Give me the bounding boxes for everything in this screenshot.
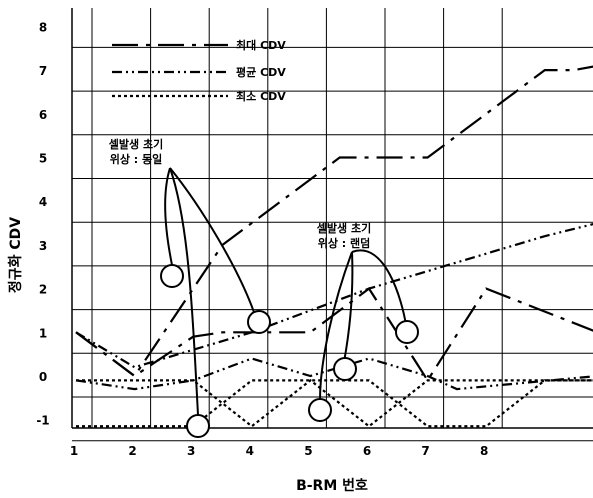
y-tick-label: 6 — [39, 108, 47, 122]
y-tick-label: 2 — [39, 283, 47, 297]
tick-labels: 1 2 3 4 5 6 7 8 -1 0 1 2 3 4 5 6 7 8 — [36, 20, 488, 458]
x-tick-label: 4 — [246, 444, 254, 458]
series-line-1 — [75, 65, 593, 378]
annotation-circle — [160, 264, 184, 288]
x-tick-label: 8 — [480, 444, 488, 458]
legend-label: 평균 CDV — [236, 65, 286, 79]
y-axis-title: 정규화 CDV — [7, 217, 24, 293]
annotation-curve — [343, 251, 354, 363]
grid — [72, 8, 593, 442]
annotation-curve — [319, 251, 353, 401]
annotation-2-line-1: 셀발생 초기 — [317, 221, 371, 235]
x-tick-label: 6 — [363, 444, 371, 458]
annotation-1-line-1: 셀발생 초기 — [109, 137, 163, 151]
y-tick-label: 1 — [39, 326, 47, 340]
extra-line-1 — [75, 287, 593, 383]
extra-line-2 — [75, 357, 593, 391]
annotation-curve — [169, 167, 257, 319]
annotation-1-line-2: 위상 : 동일 — [110, 152, 163, 166]
x-tick-label: 1 — [70, 444, 78, 458]
legend: 최대 CDV 평균 CDV 최소 CDV — [112, 38, 286, 103]
y-tick-label: -1 — [36, 414, 49, 428]
annotation-circle — [308, 398, 332, 422]
y-tick-label: 4 — [39, 195, 47, 209]
y-tick-label: 8 — [39, 20, 47, 34]
annotation-curve — [164, 167, 173, 266]
x-tick-label: 2 — [128, 444, 136, 458]
series-line-2 — [75, 223, 593, 369]
annotation-circle — [395, 320, 419, 344]
series-layer — [75, 65, 593, 428]
y-tick-label: 3 — [39, 239, 47, 253]
y-tick-label: 7 — [39, 64, 47, 78]
x-tick-label: 7 — [421, 444, 429, 458]
y-tick-label: 0 — [39, 370, 47, 384]
annotation-circle — [247, 310, 271, 334]
annotation-circle — [333, 357, 357, 381]
y-tick-label: 5 — [39, 152, 47, 166]
annotation-curve — [351, 249, 407, 326]
x-tick-label: 5 — [304, 444, 312, 458]
axes — [71, 8, 593, 429]
x-axis-title: B-RM 번호 — [296, 478, 368, 494]
annotation-2-line-2: 위상 : 랜덤 — [318, 236, 371, 250]
annotation-curve — [169, 167, 199, 416]
annotation-circle — [186, 414, 210, 438]
legend-label: 최대 CDV — [236, 38, 286, 52]
x-tick-label: 3 — [187, 444, 195, 458]
extra-line-3 — [76, 378, 593, 428]
legend-label: 최소 CDV — [236, 89, 286, 103]
